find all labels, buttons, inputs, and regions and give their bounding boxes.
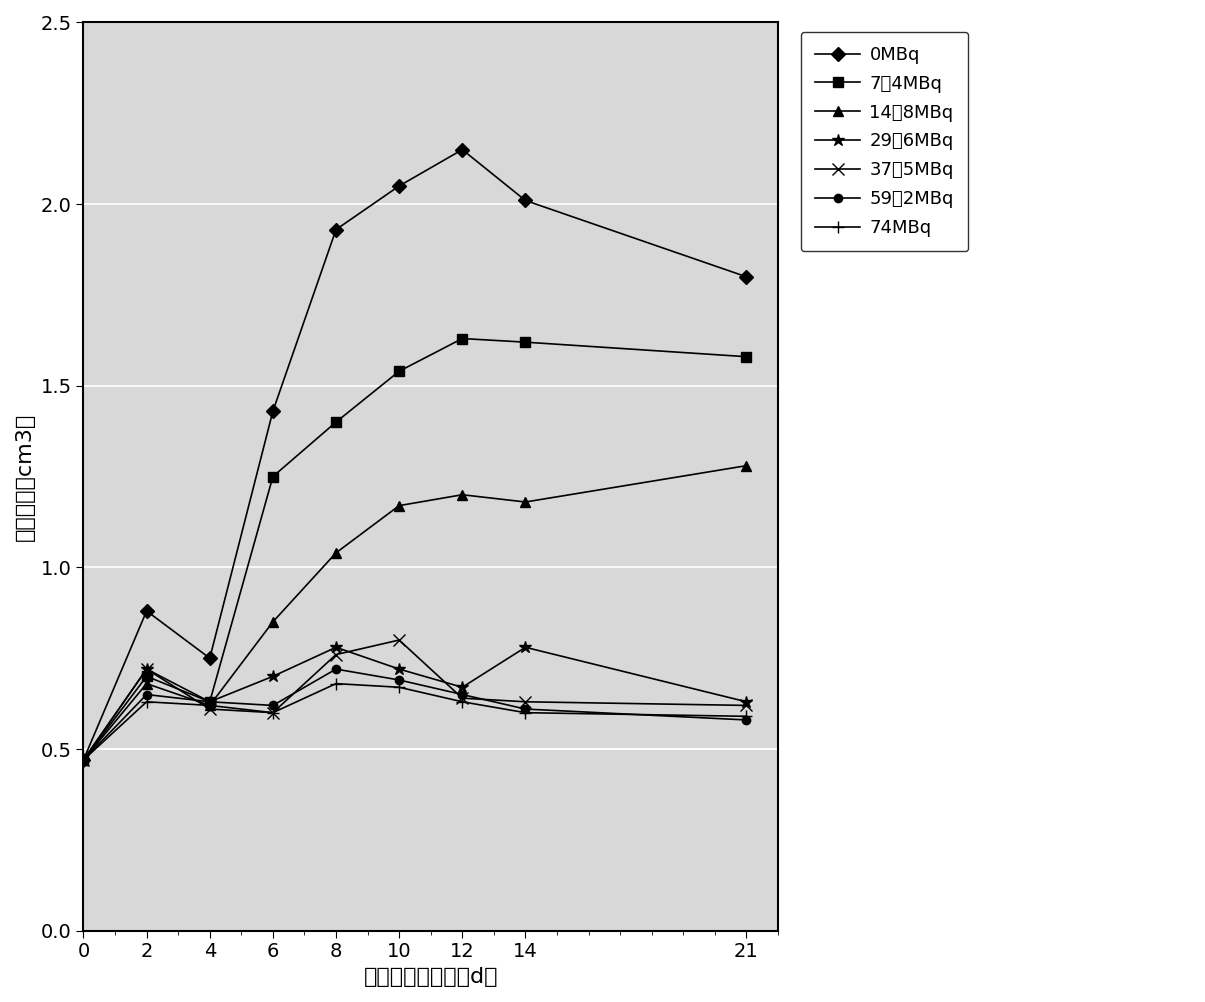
74MBq: [265, 706, 280, 718]
37．5MBq: [329, 648, 343, 660]
37．5MBq: [265, 706, 280, 718]
14．8MBq: [392, 500, 406, 512]
Line: 7．4MBq: 7．4MBq: [78, 334, 751, 765]
37．5MBq: [518, 695, 533, 707]
74MBq: [455, 695, 470, 707]
37．5MBq: [76, 754, 90, 766]
X-axis label: 粒子桡入后天数（d）: 粒子桡入后天数（d）: [364, 967, 498, 987]
29．6MBq: [265, 670, 280, 682]
37．5MBq: [140, 663, 154, 675]
74MBq: [329, 677, 343, 689]
37．5MBq: [739, 699, 753, 711]
14．8MBq: [455, 489, 470, 501]
29．6MBq: [329, 641, 343, 653]
59．2MBq: [76, 754, 90, 766]
29．6MBq: [76, 754, 90, 766]
14．8MBq: [739, 460, 753, 472]
14．8MBq: [140, 677, 154, 689]
59．2MBq: [329, 663, 343, 675]
Line: 59．2MBq: 59．2MBq: [80, 665, 751, 765]
7．4MBq: [455, 333, 470, 345]
59．2MBq: [140, 688, 154, 700]
7．4MBq: [265, 471, 280, 483]
Line: 14．8MBq: 14．8MBq: [78, 461, 751, 765]
59．2MBq: [739, 714, 753, 726]
37．5MBq: [455, 692, 470, 704]
74MBq: [140, 695, 154, 707]
Legend: 0MBq, 7．4MBq, 14．8MBq, 29．6MBq, 37．5MBq, 59．2MBq, 74MBq: 0MBq, 7．4MBq, 14．8MBq, 29．6MBq, 37．5MBq,…: [801, 31, 969, 252]
0MBq: [202, 652, 217, 664]
7．4MBq: [518, 336, 533, 348]
29．6MBq: [392, 663, 406, 675]
Line: 0MBq: 0MBq: [78, 144, 751, 765]
37．5MBq: [392, 634, 406, 646]
0MBq: [76, 754, 90, 766]
59．2MBq: [392, 674, 406, 686]
7．4MBq: [202, 695, 217, 707]
0MBq: [140, 605, 154, 617]
29．6MBq: [739, 695, 753, 707]
74MBq: [739, 710, 753, 722]
Line: 37．5MBq: 37．5MBq: [78, 634, 752, 766]
14．8MBq: [76, 754, 90, 766]
0MBq: [392, 180, 406, 192]
29．6MBq: [202, 695, 217, 707]
14．8MBq: [265, 616, 280, 628]
7．4MBq: [739, 351, 753, 363]
14．8MBq: [518, 496, 533, 508]
0MBq: [265, 405, 280, 417]
59．2MBq: [265, 699, 280, 711]
0MBq: [455, 143, 470, 155]
29．6MBq: [518, 641, 533, 653]
0MBq: [329, 223, 343, 235]
Line: 29．6MBq: 29．6MBq: [77, 641, 753, 767]
29．6MBq: [140, 663, 154, 675]
Line: 74MBq: 74MBq: [77, 677, 753, 767]
Y-axis label: 癌体体积（cm3）: 癌体体积（cm3）: [14, 413, 35, 541]
74MBq: [518, 706, 533, 718]
14．8MBq: [202, 699, 217, 711]
74MBq: [202, 699, 217, 711]
29．6MBq: [455, 681, 470, 693]
37．5MBq: [202, 703, 217, 715]
7．4MBq: [140, 670, 154, 682]
59．2MBq: [518, 703, 533, 715]
74MBq: [76, 754, 90, 766]
59．2MBq: [202, 695, 217, 707]
7．4MBq: [392, 365, 406, 377]
74MBq: [392, 681, 406, 693]
7．4MBq: [329, 416, 343, 428]
14．8MBq: [329, 547, 343, 559]
7．4MBq: [76, 754, 90, 766]
0MBq: [739, 271, 753, 283]
0MBq: [518, 194, 533, 206]
59．2MBq: [455, 688, 470, 700]
